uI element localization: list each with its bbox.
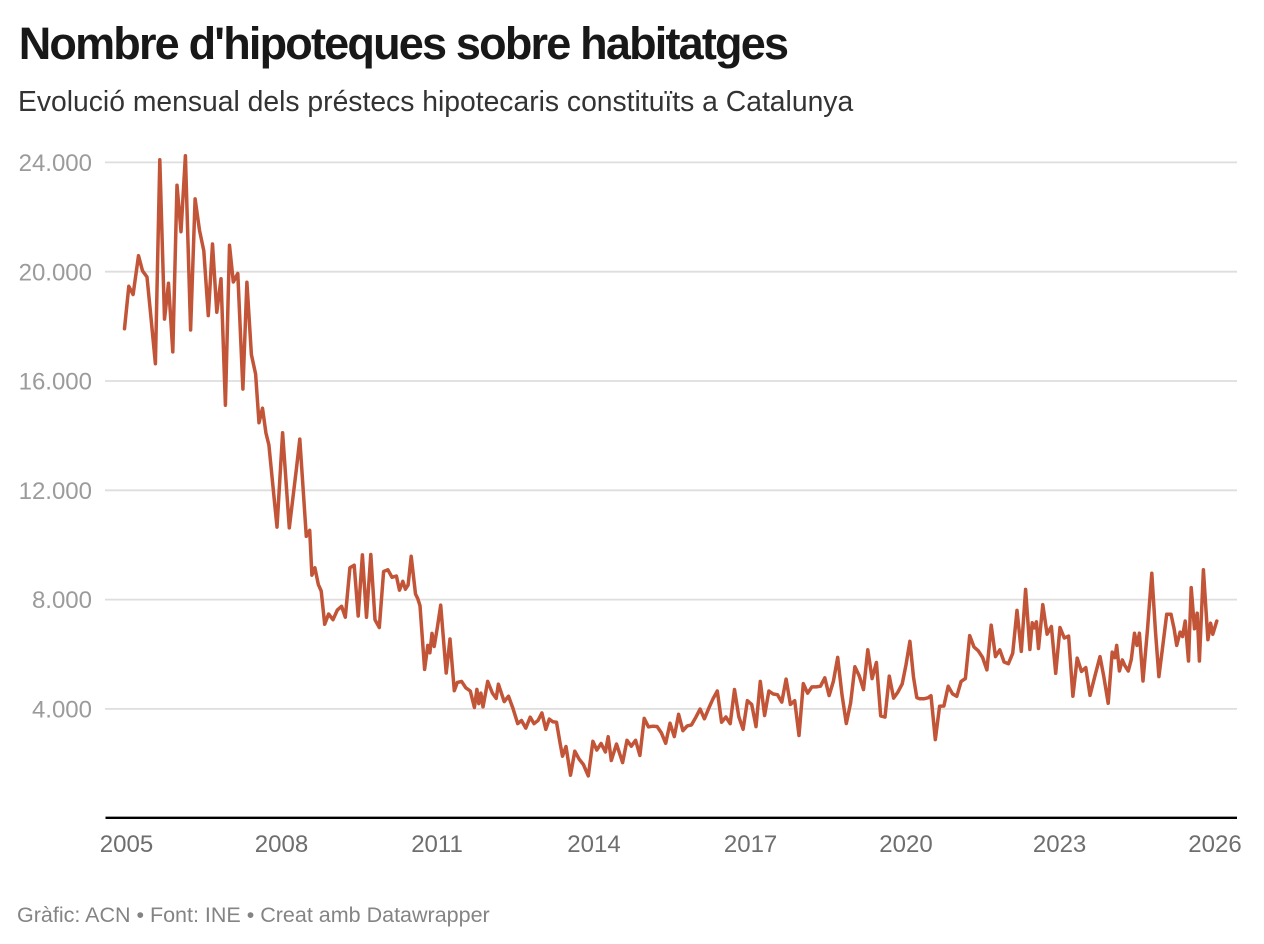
svg-text:24.000: 24.000: [19, 150, 92, 177]
svg-text:2026: 2026: [1188, 831, 1241, 858]
svg-text:2020: 2020: [879, 831, 932, 858]
svg-text:8.000: 8.000: [32, 587, 92, 614]
svg-text:2008: 2008: [255, 831, 308, 858]
svg-text:20.000: 20.000: [19, 259, 92, 286]
svg-text:2017: 2017: [724, 831, 777, 858]
svg-text:2011: 2011: [411, 831, 463, 858]
svg-text:4.000: 4.000: [32, 697, 92, 724]
svg-text:2005: 2005: [100, 831, 153, 858]
svg-text:16.000: 16.000: [19, 369, 92, 396]
svg-text:2014: 2014: [567, 831, 620, 858]
svg-text:12.000: 12.000: [19, 478, 92, 505]
svg-text:2023: 2023: [1033, 831, 1086, 858]
